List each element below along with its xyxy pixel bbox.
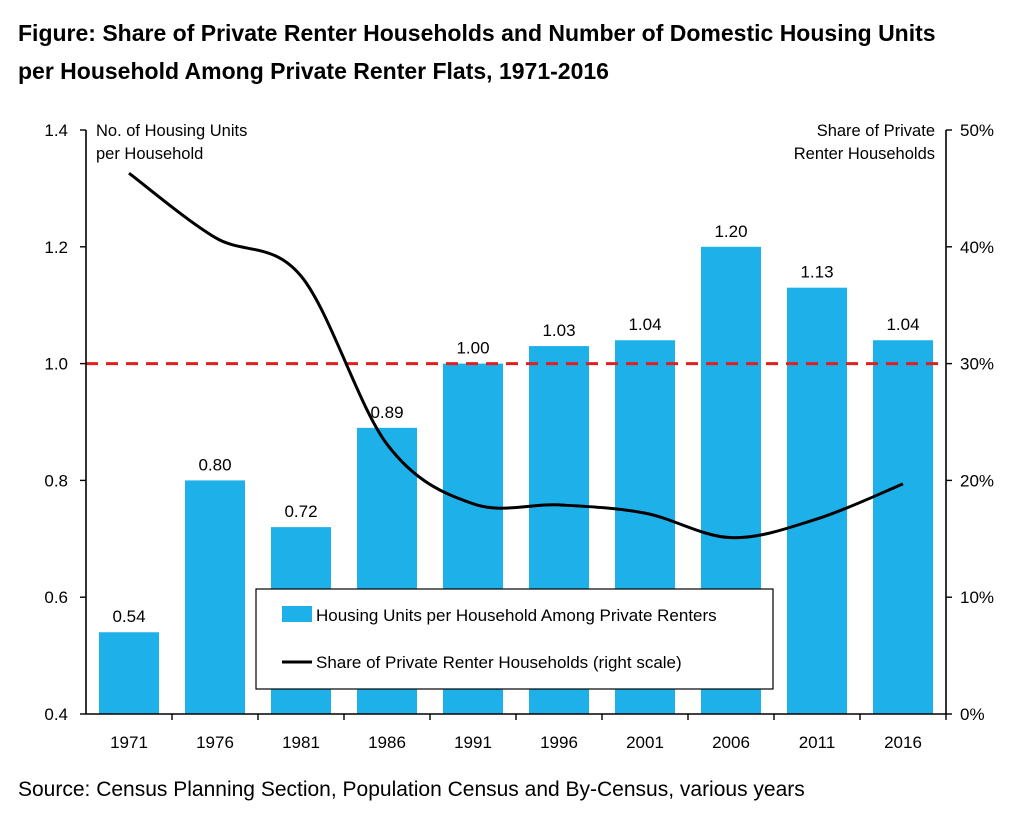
bar-label-1986: 0.89: [370, 403, 403, 422]
bar-label-2001: 1.04: [628, 315, 661, 334]
right-tick-label: 0%: [960, 705, 985, 724]
x-tick-label-2011: 2011: [799, 733, 836, 752]
left-tick-label: 1.4: [44, 121, 68, 140]
x-tick-label-1991: 1991: [454, 733, 492, 752]
left-tick-label: 1.0: [44, 355, 68, 374]
right-tick-label: 50%: [960, 121, 994, 140]
left-tick-label: 0.8: [44, 471, 68, 490]
left-tick-label: 1.2: [44, 238, 68, 257]
right-tick-label: 30%: [960, 355, 994, 374]
chart-title-line-1: Figure: Share of Private Renter Househol…: [18, 20, 936, 46]
bar-label-2006: 1.20: [714, 222, 747, 241]
x-axis-ticks: 1971 1976 1981 1986 1991 1996 2001 2006 2011 2016: [110, 714, 947, 752]
bar-label-1981: 0.72: [284, 502, 317, 521]
source-note: Source: Census Planning Section, Populat…: [18, 778, 805, 801]
chart-title-line-2: per Household Among Private Renter Flats…: [18, 58, 609, 84]
bar-label-1996: 1.03: [542, 321, 575, 340]
legend-swatch-bars: [282, 606, 312, 622]
bar-label-1991: 1.00: [456, 339, 489, 358]
left-tick-label: 0.6: [44, 588, 68, 607]
legend-label-line: Share of Private Renter Households (righ…: [316, 653, 682, 672]
bar-2016: [873, 340, 933, 714]
left-axis-label-line-1: No. of Housing Units: [96, 122, 247, 140]
bar-1976: [185, 480, 245, 714]
x-tick-label-2006: 2006: [712, 733, 750, 752]
x-tick-label-2001: 2001: [626, 733, 664, 752]
legend-label-bars: Housing Units per Household Among Privat…: [316, 606, 717, 625]
chart-title: Figure: Share of Private Renter Househol…: [18, 14, 1008, 90]
x-tick-label-1971: 1971: [110, 733, 148, 752]
bar-2011: [787, 287, 847, 714]
x-tick-label-1996: 1996: [540, 733, 578, 752]
left-axis-ticks: 0.4 0.6 0.8 1.0 1.2 1.4: [44, 121, 86, 724]
right-axis-label-line-2: Renter Households: [794, 145, 935, 163]
bar-label-2011: 1.13: [800, 263, 833, 282]
share-line: [128, 172, 904, 540]
bar-label-1976: 0.80: [198, 455, 231, 474]
legend-box: [255, 588, 774, 690]
right-axis-label-line-1: Share of Private: [817, 122, 935, 140]
legend: Housing Units per Household Among Privat…: [255, 588, 774, 690]
left-tick-label: 0.4: [44, 705, 68, 724]
bar-labels-group: 0.54 0.80 0.72 0.89 1.00 1.03 1.04 1.20 1.13 1.04: [112, 222, 919, 626]
right-tick-label: 20%: [960, 471, 994, 490]
right-tick-label: 40%: [960, 238, 994, 257]
x-tick-label-1976: 1976: [196, 733, 234, 752]
bar-label-2016: 1.04: [886, 315, 919, 334]
x-tick-label-1981: 1981: [282, 733, 320, 752]
x-tick-label-1986: 1986: [368, 733, 406, 752]
bar-label-1971: 0.54: [112, 607, 145, 626]
right-axis-ticks: 0% 10% 20% 30% 40% 50%: [946, 121, 994, 724]
right-tick-label: 10%: [960, 588, 994, 607]
x-tick-label-2016: 2016: [884, 733, 922, 752]
bar-1971: [99, 632, 159, 714]
left-axis-label-line-2: per Household: [96, 145, 203, 163]
